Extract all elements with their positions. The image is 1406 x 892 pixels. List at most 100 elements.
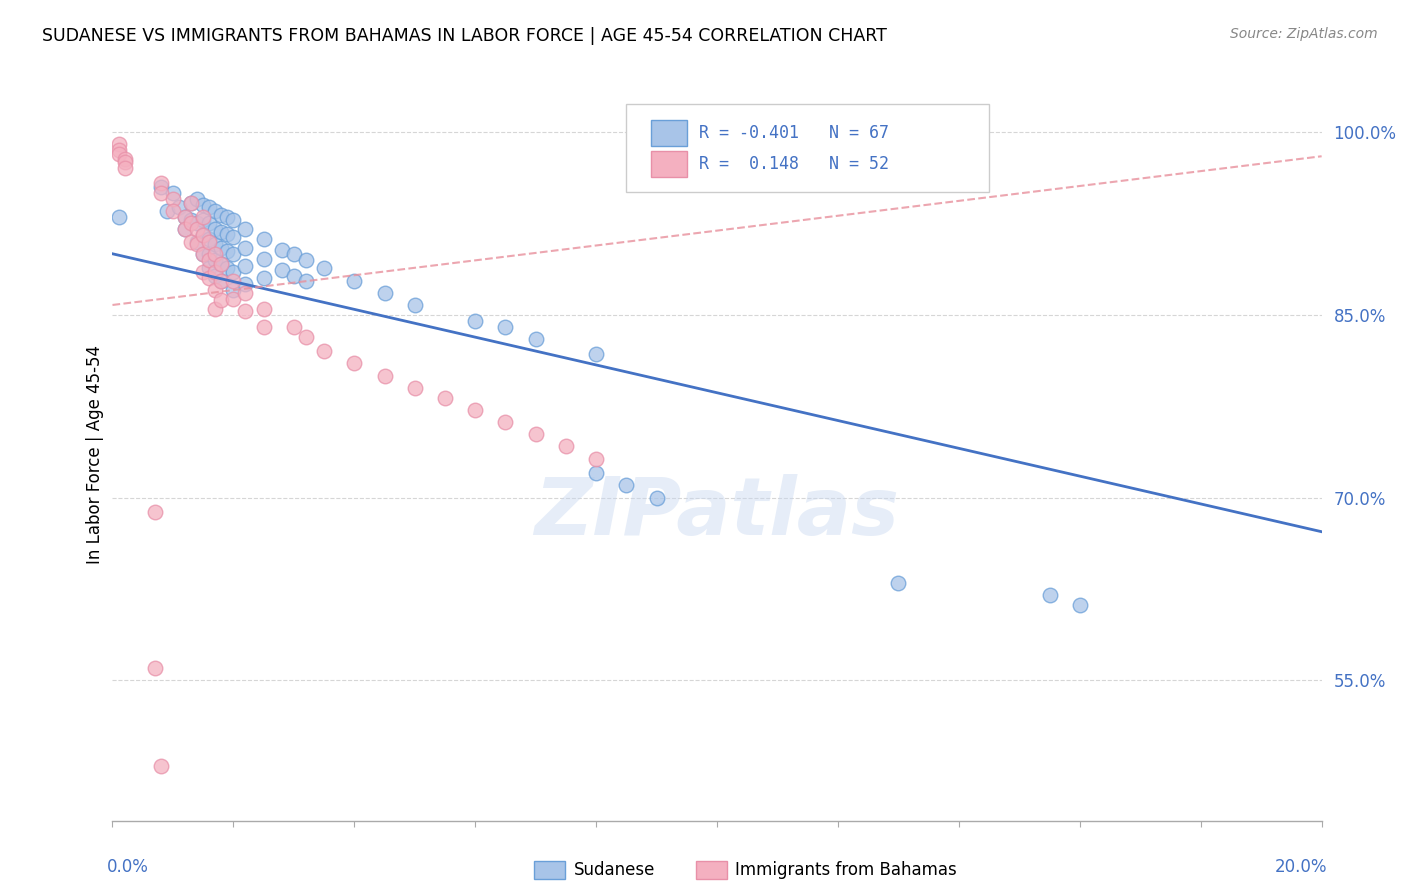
Point	[114, 161, 136, 176]
Point	[191, 198, 214, 212]
Text: ZIPatlas: ZIPatlas	[534, 475, 900, 552]
Point	[270, 262, 292, 277]
Point	[198, 201, 221, 215]
Point	[235, 285, 257, 300]
Point	[222, 265, 245, 279]
Point	[209, 241, 232, 255]
Point	[204, 204, 226, 219]
Point	[209, 208, 232, 222]
Point	[143, 505, 166, 519]
Point	[174, 222, 197, 236]
Point	[191, 228, 214, 243]
Point	[114, 155, 136, 169]
Point	[585, 451, 607, 466]
Point	[495, 415, 517, 429]
Point	[162, 204, 184, 219]
Point	[524, 427, 547, 442]
Point	[616, 478, 638, 492]
Point	[198, 261, 221, 276]
Point	[198, 216, 221, 230]
Point	[314, 344, 336, 359]
Point	[198, 246, 221, 260]
Point	[191, 212, 214, 227]
Point	[495, 319, 517, 334]
Point	[217, 210, 239, 224]
Point	[217, 227, 239, 242]
Point	[186, 237, 208, 252]
Text: 0.0%: 0.0%	[107, 858, 148, 876]
Text: R = -0.401   N = 67: R = -0.401 N = 67	[699, 124, 889, 142]
Point	[343, 274, 366, 288]
Point	[222, 212, 245, 227]
Point	[180, 195, 202, 210]
Point	[585, 466, 607, 480]
Point	[191, 246, 214, 260]
FancyBboxPatch shape	[651, 151, 686, 177]
Point	[235, 277, 257, 292]
Point	[198, 252, 221, 267]
Point	[217, 261, 239, 276]
Point	[222, 229, 245, 244]
Point	[191, 265, 214, 279]
Point	[209, 256, 232, 270]
Point	[253, 301, 276, 316]
Point	[283, 246, 305, 260]
Point	[209, 225, 232, 239]
Point	[295, 252, 318, 267]
Point	[374, 285, 396, 300]
Text: R =  0.148   N = 52: R = 0.148 N = 52	[699, 155, 889, 173]
Point	[204, 268, 226, 283]
Point	[1069, 598, 1091, 612]
Point	[253, 232, 276, 246]
Point	[174, 210, 197, 224]
Point	[204, 222, 226, 236]
Point	[283, 319, 305, 334]
Text: Source: ZipAtlas.com: Source: ZipAtlas.com	[1230, 27, 1378, 41]
Point	[645, 491, 668, 505]
Point	[464, 402, 486, 417]
Point	[343, 356, 366, 370]
Point	[186, 192, 208, 206]
Point	[222, 246, 245, 260]
Point	[114, 152, 136, 166]
Point	[107, 210, 129, 224]
Point	[198, 271, 221, 285]
Point	[209, 293, 232, 307]
Point	[283, 268, 305, 283]
Point	[107, 146, 129, 161]
Point	[107, 136, 129, 151]
FancyBboxPatch shape	[651, 120, 686, 146]
Point	[198, 235, 221, 249]
Point	[585, 347, 607, 361]
Point	[433, 391, 456, 405]
Point	[209, 274, 232, 288]
Point	[222, 292, 245, 306]
Point	[149, 758, 172, 772]
Point	[209, 256, 232, 270]
Point	[149, 179, 172, 194]
Point	[204, 283, 226, 297]
Point	[204, 301, 226, 316]
Point	[554, 439, 576, 453]
Point	[191, 210, 214, 224]
Point	[1038, 588, 1062, 602]
Point	[204, 237, 226, 252]
Text: Sudanese: Sudanese	[574, 861, 655, 879]
Point	[235, 304, 257, 318]
Point	[180, 216, 202, 230]
Point	[464, 314, 486, 328]
Point	[204, 246, 226, 260]
Point	[295, 329, 318, 343]
Y-axis label: In Labor Force | Age 45-54: In Labor Force | Age 45-54	[86, 345, 104, 565]
Point	[162, 186, 184, 200]
Point	[143, 661, 166, 675]
Point	[404, 381, 426, 395]
Point	[314, 261, 336, 276]
Point	[191, 246, 214, 260]
Point	[186, 235, 208, 249]
Point	[191, 228, 214, 243]
Point	[253, 271, 276, 285]
Point	[149, 186, 172, 200]
Point	[198, 232, 221, 246]
Point	[235, 241, 257, 255]
